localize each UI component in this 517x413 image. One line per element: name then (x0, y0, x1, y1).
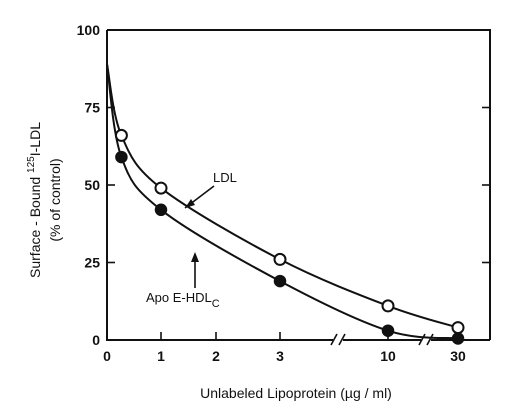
y-tick-label: 100 (77, 22, 101, 38)
ldl-arrowhead (185, 199, 195, 208)
point-ldl (114, 128, 128, 142)
x-tick-label: 30 (450, 348, 466, 364)
point-apo-e-hdl (273, 274, 287, 288)
y-tick-label: 0 (92, 332, 100, 348)
series-label-ldl: LDL (213, 170, 237, 185)
x-tick-label: 0 (103, 348, 111, 364)
x-tick-label: 10 (380, 348, 396, 364)
series-label-apoe-main: Apo E-HDL (146, 290, 212, 305)
series-label-apoe: Apo E-HDLC (146, 290, 220, 310)
x-axis-break (418, 333, 434, 346)
series-label-apoe-sub: C (212, 298, 220, 310)
y-axis-label-part2: I-LDL (27, 122, 43, 156)
y-axis-label-line2: (% of control) (47, 158, 63, 241)
y-axis-label-part1: Surface - Bound (27, 173, 43, 278)
point-apo-e-hdl (115, 150, 128, 164)
apoe-arrowhead (191, 252, 199, 262)
ticks: 0 25 50 75 100 0 1 2 3 10 30 (77, 22, 490, 364)
y-tick-label: 75 (84, 100, 100, 116)
point-ldl (451, 321, 465, 335)
y-tick-label: 25 (84, 255, 100, 271)
y-axis-label-super: 125 (26, 156, 37, 173)
x-axis-break (330, 333, 346, 346)
x-axis-label: Unlabeled Lipoprotein (µg / ml) (200, 385, 392, 401)
x-tick-label: 3 (276, 348, 284, 364)
points (114, 128, 465, 345)
curve-ldl (106, 63, 459, 329)
point-apo-e-hdl (381, 324, 395, 337)
point-ldl (381, 299, 395, 313)
y-axis-label: Surface - Bound 125I-LDL (26, 122, 43, 278)
y-tick-label: 50 (84, 177, 100, 193)
x-tick-label: 2 (212, 348, 220, 364)
point-apo-e-hdl (451, 332, 465, 345)
point-ldl (273, 252, 287, 266)
x-tick-label: 1 (157, 348, 165, 364)
point-apo-e-hdl (154, 203, 168, 217)
point-ldl (154, 181, 168, 195)
